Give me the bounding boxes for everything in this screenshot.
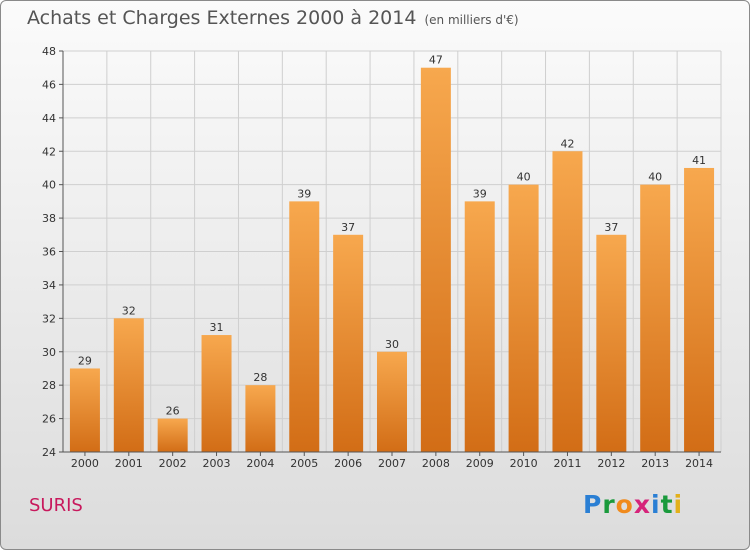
data-label: 39 [473, 187, 487, 200]
proxiti-logo[interactable]: Proxiti [583, 490, 683, 519]
bar [201, 335, 232, 452]
x-tick-label: 2002 [159, 457, 187, 470]
data-label: 41 [692, 154, 706, 167]
data-label: 29 [78, 354, 92, 367]
data-label: 40 [517, 171, 531, 184]
logo-letter: o [615, 490, 634, 519]
bar [640, 184, 671, 452]
bar [684, 167, 715, 453]
x-tick-label: 2006 [334, 457, 362, 470]
bar [157, 418, 188, 452]
logo-letter: i [673, 490, 684, 519]
x-tick-label: 2014 [685, 457, 713, 470]
logo-letter: x [633, 490, 651, 519]
bar [113, 318, 144, 452]
x-tick-label: 2010 [510, 457, 538, 470]
bar [596, 234, 627, 452]
x-tick-label: 2007 [378, 457, 406, 470]
data-label: 39 [297, 187, 311, 200]
x-tick-label: 2001 [115, 457, 143, 470]
bar [333, 234, 364, 452]
x-tick-label: 2013 [641, 457, 669, 470]
y-tick-label: 42 [42, 145, 56, 158]
data-label: 31 [210, 321, 224, 334]
y-tick-label: 28 [42, 379, 56, 392]
y-tick-label: 26 [42, 413, 56, 426]
logo-letter: t [660, 490, 674, 519]
data-label: 40 [648, 171, 662, 184]
x-tick-label: 2000 [71, 457, 99, 470]
logo-letter: r [602, 490, 616, 519]
x-tick-label: 2012 [597, 457, 625, 470]
x-tick-label: 2005 [290, 457, 318, 470]
x-tick-label: 2011 [553, 457, 581, 470]
x-tick-label: 2003 [203, 457, 231, 470]
y-tick-label: 24 [42, 446, 56, 459]
y-tick-label: 38 [42, 212, 56, 225]
data-label: 30 [385, 338, 399, 351]
y-tick-label: 34 [42, 279, 56, 292]
x-tick-label: 2009 [466, 457, 494, 470]
y-tick-label: 46 [42, 78, 56, 91]
data-label: 26 [166, 405, 180, 418]
y-tick-label: 30 [42, 346, 56, 359]
bar [464, 201, 495, 452]
bar [420, 67, 451, 452]
bar [69, 368, 100, 452]
bar [377, 351, 407, 452]
y-tick-label: 40 [42, 179, 56, 192]
logo-letter: i [651, 490, 661, 519]
x-tick-label: 2008 [422, 457, 450, 470]
logo-letter: P [583, 490, 603, 519]
commune-name: SURIS [29, 495, 83, 516]
bar [508, 184, 539, 452]
y-tick-label: 36 [42, 246, 56, 259]
data-label: 42 [560, 137, 574, 150]
unit-note: (en milliers d'€) [424, 13, 519, 27]
y-tick-label: 48 [42, 45, 56, 58]
x-tick-label: 2004 [246, 457, 274, 470]
y-tick-label: 44 [42, 112, 56, 125]
data-label: 47 [429, 54, 443, 67]
data-label: 37 [604, 221, 618, 234]
bar [552, 151, 583, 452]
data-label: 37 [341, 221, 355, 234]
data-label: 28 [253, 371, 267, 384]
y-tick-label: 32 [42, 312, 56, 325]
title-text: Achats et Charges Externes 2000 à 2014 [27, 7, 417, 29]
bar [245, 385, 276, 452]
chart-title: Achats et Charges Externes 2000 à 2014 (e… [27, 7, 519, 29]
data-label: 32 [122, 304, 136, 317]
bar [289, 201, 320, 452]
